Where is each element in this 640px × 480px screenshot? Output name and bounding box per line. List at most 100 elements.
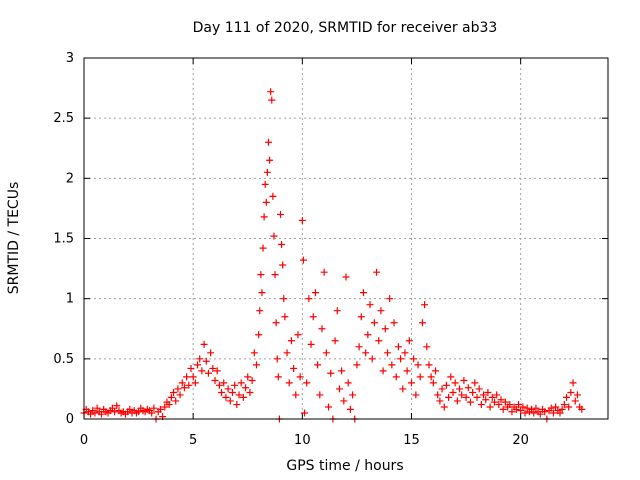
data-point — [464, 384, 472, 392]
data-point — [165, 401, 173, 409]
data-point — [340, 397, 348, 405]
data-point — [200, 340, 208, 348]
data-point — [279, 261, 287, 269]
data-point — [183, 373, 191, 381]
data-points — [80, 88, 586, 423]
data-point — [261, 180, 269, 188]
data-point — [338, 367, 346, 375]
data-point — [272, 319, 280, 327]
data-point — [331, 337, 339, 345]
data-point — [449, 389, 457, 397]
data-point — [294, 331, 302, 339]
data-point — [578, 405, 586, 413]
data-point — [301, 409, 309, 417]
data-point — [252, 361, 260, 369]
y-tick-label: 1.5 — [53, 232, 74, 247]
data-point — [462, 393, 470, 401]
data-point — [432, 367, 440, 375]
data-point — [414, 361, 422, 369]
data-point — [442, 381, 450, 389]
data-point — [514, 401, 522, 409]
data-point — [198, 367, 206, 375]
data-point — [342, 273, 350, 281]
data-point — [408, 379, 415, 387]
data-point — [97, 410, 105, 418]
data-point — [466, 398, 474, 406]
grid-lines — [84, 58, 608, 419]
data-point — [178, 379, 186, 387]
data-point — [397, 355, 405, 363]
data-point — [484, 389, 492, 397]
data-point — [298, 216, 306, 224]
data-point — [174, 385, 182, 393]
data-point — [440, 403, 448, 411]
data-point — [113, 402, 121, 410]
data-point — [362, 349, 370, 357]
data-point — [523, 404, 531, 412]
data-point — [285, 379, 293, 387]
data-point — [353, 361, 361, 369]
data-point — [469, 389, 477, 397]
data-point — [569, 379, 577, 387]
data-point — [423, 343, 431, 351]
data-point — [170, 389, 178, 397]
data-point — [322, 349, 330, 357]
data-point — [552, 403, 560, 411]
data-point — [445, 393, 453, 401]
data-point — [274, 373, 282, 381]
data-point — [517, 407, 525, 415]
data-point — [248, 376, 256, 384]
data-point — [519, 403, 527, 411]
data-point — [471, 379, 479, 387]
data-point — [176, 391, 184, 399]
data-point — [228, 389, 236, 397]
data-point — [231, 381, 239, 389]
data-point — [148, 409, 156, 417]
data-point — [244, 373, 252, 381]
data-point — [209, 364, 217, 372]
data-point — [290, 364, 298, 372]
data-point — [296, 373, 304, 381]
chart-title: Day 111 of 2020, SRMTID for receiver ab3… — [193, 20, 498, 36]
data-point — [508, 408, 516, 416]
data-point — [262, 198, 270, 206]
x-tick-label: 10 — [294, 433, 311, 448]
data-point — [242, 384, 250, 392]
data-point — [399, 385, 407, 393]
data-point — [266, 156, 274, 164]
data-point — [480, 391, 488, 399]
data-point — [93, 404, 101, 412]
y-tick-label: 0 — [66, 412, 74, 427]
x-tick-label: 0 — [80, 433, 88, 448]
data-point — [233, 401, 241, 409]
data-point — [235, 391, 243, 399]
data-point — [530, 409, 538, 417]
y-axis-label: SRMTID / TECUs — [6, 182, 22, 295]
data-point — [571, 397, 579, 405]
data-point — [403, 367, 411, 375]
data-point — [263, 168, 271, 176]
data-point — [246, 389, 254, 397]
data-point — [477, 401, 485, 409]
data-point — [167, 393, 175, 401]
data-point — [325, 403, 333, 411]
data-point — [194, 361, 202, 369]
data-point — [486, 403, 494, 411]
data-point — [421, 301, 429, 309]
data-point — [573, 391, 581, 399]
data-point — [394, 343, 402, 351]
data-point — [490, 398, 498, 406]
data-point — [383, 349, 391, 357]
data-point — [161, 403, 169, 411]
data-point — [126, 405, 134, 413]
data-point — [447, 373, 455, 381]
data-point — [187, 364, 195, 372]
data-point — [278, 241, 286, 249]
data-point — [453, 397, 461, 405]
data-point — [196, 355, 204, 363]
data-point — [346, 405, 354, 413]
data-point — [309, 313, 317, 321]
x-axis-label: GPS time / hours — [286, 458, 403, 474]
data-point — [549, 409, 557, 417]
